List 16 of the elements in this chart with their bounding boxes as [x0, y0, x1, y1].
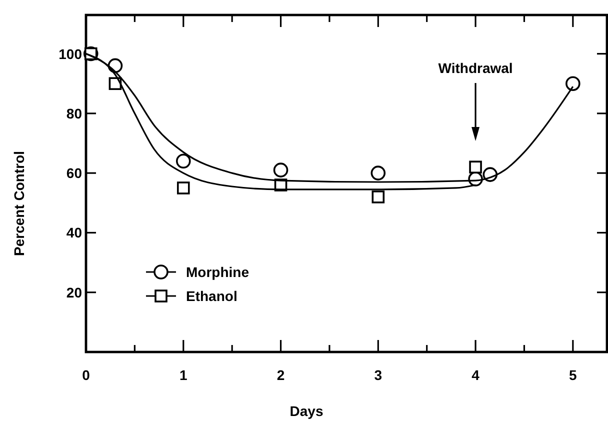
y-tick-label: 100	[58, 46, 82, 62]
x-tick-label: 1	[179, 367, 188, 383]
x-tick-label: 0	[82, 367, 90, 383]
y-tick-label: 60	[66, 165, 82, 182]
x-tick-label: 4	[472, 367, 480, 383]
x-axis-title: Days	[290, 403, 324, 419]
ref-line-label: Withdrawal	[438, 60, 513, 76]
y-tick-label: 20	[66, 284, 82, 300]
y-tick-label: 80	[66, 105, 82, 122]
y-axis-title: Percent Control	[11, 150, 27, 256]
x-tick-label: 2	[276, 367, 285, 383]
y-tick-label: 40	[66, 224, 82, 241]
legend-label: Ethanol	[186, 288, 238, 304]
legend-label: Morphine	[186, 264, 250, 280]
x-tick-label: 3	[374, 367, 382, 383]
x-tick-label: 5	[569, 367, 578, 383]
